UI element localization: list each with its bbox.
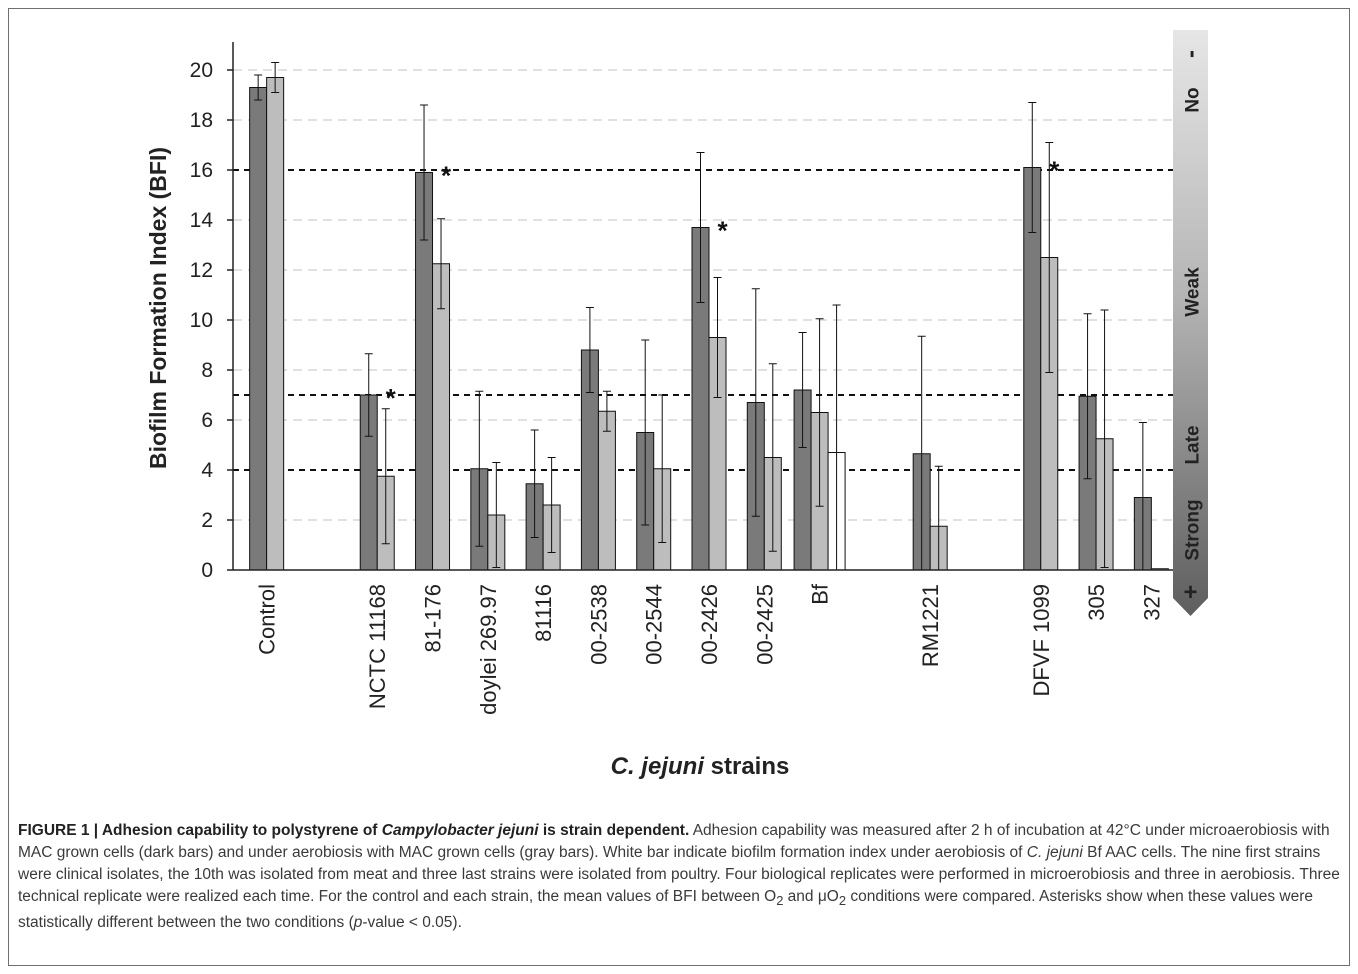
- y-tick-label: 10: [190, 309, 213, 332]
- significance-star: *: [1049, 156, 1060, 186]
- caption-text-2: Bf AAC cells. The nine first strains wer…: [18, 844, 1340, 905]
- bar: [266, 77, 285, 571]
- caption-sub-2: 2: [838, 893, 847, 909]
- x-axis-label-rest: strains: [704, 753, 789, 780]
- caption-text-3: and μO: [783, 888, 839, 905]
- x-tick-label: 305: [1084, 584, 1109, 621]
- x-tick-label: 00-2425: [752, 584, 777, 665]
- x-tick-label: 81-176: [421, 584, 446, 653]
- scale-band-label: Weak: [1183, 267, 1204, 317]
- y-tick-label: 4: [201, 459, 213, 482]
- x-tick-label: Control: [255, 584, 280, 655]
- bar: [249, 87, 268, 571]
- x-tick-label: RM1221: [918, 584, 943, 667]
- scale-plus-symbol: +: [1183, 579, 1197, 606]
- y-tick-label: 8: [201, 359, 213, 382]
- scale-band-label: Strong: [1183, 499, 1204, 560]
- scale-minus-symbol: -: [1178, 50, 1205, 58]
- caption-text-4: conditions were compared. Asterisks show…: [18, 888, 1313, 932]
- y-tick-label: 0: [201, 559, 213, 582]
- x-tick-label: 00-2426: [697, 584, 722, 665]
- bar: [597, 410, 616, 571]
- caption-text-1: Adhesion capability was measured after 2…: [18, 822, 1330, 861]
- caption-italic-2: p: [353, 914, 363, 932]
- caption-italic-1: C. jejuni: [1026, 844, 1083, 861]
- y-tick-label: 16: [190, 159, 213, 182]
- figure-frame: [8, 8, 1350, 966]
- scale-band-label: No: [1183, 87, 1204, 112]
- gridlines: [233, 69, 1173, 521]
- scale-arrow: [1173, 30, 1208, 616]
- y-tick-label: 18: [190, 109, 213, 132]
- y-tick-label: 20: [190, 59, 213, 82]
- caption-title: FIGURE 1 | Adhesion capability to polyst…: [18, 822, 690, 839]
- x-tick-label: Bf: [808, 583, 833, 605]
- y-tick-label: 2: [201, 509, 213, 532]
- bars: * * * *: [249, 62, 1169, 571]
- y-tick-label: 14: [190, 209, 214, 232]
- significance-star: *: [441, 161, 452, 191]
- bar-chart: * * * * 0 2 4 6 8 10 12 14 16 18 20 Control NCTC 11168 8…: [145, 30, 1208, 780]
- axes: 0 2 4 6 8 10 12 14 16 18 20 Control NCTC 11168 81-176…: [190, 42, 1173, 715]
- x-tick-label: DFVF 1099: [1029, 584, 1054, 697]
- significance-star: *: [717, 216, 728, 246]
- x-tick-label: doylei 269.97: [476, 584, 501, 715]
- x-tick-label: 81116: [531, 584, 556, 642]
- caption-sub-1: 2: [776, 893, 784, 909]
- x-tick-label: 00-2538: [586, 584, 611, 665]
- scale-band-label: Late: [1183, 425, 1204, 464]
- x-tick-label: 327: [1139, 584, 1164, 621]
- x-axis-label: C. jejuni strains: [611, 753, 790, 780]
- threshold-lines: [233, 169, 1173, 471]
- y-tick-label: 12: [190, 259, 213, 282]
- x-axis-label-italic: C. jejuni: [611, 753, 706, 780]
- x-tick-label: 00-2544: [642, 584, 667, 665]
- bar: [432, 263, 451, 571]
- y-tick-label: 6: [201, 409, 213, 432]
- significance-star: *: [386, 383, 397, 413]
- figure-caption: FIGURE 1 | Adhesion capability to polyst…: [18, 820, 1340, 934]
- side-scale: - No Weak Late Strong +: [1173, 30, 1208, 616]
- caption-text-5: -value < 0.05).: [362, 914, 462, 932]
- y-axis-label: Biofilm Formation Index (BFI): [145, 147, 171, 469]
- x-tick-label: NCTC 11168: [365, 584, 390, 709]
